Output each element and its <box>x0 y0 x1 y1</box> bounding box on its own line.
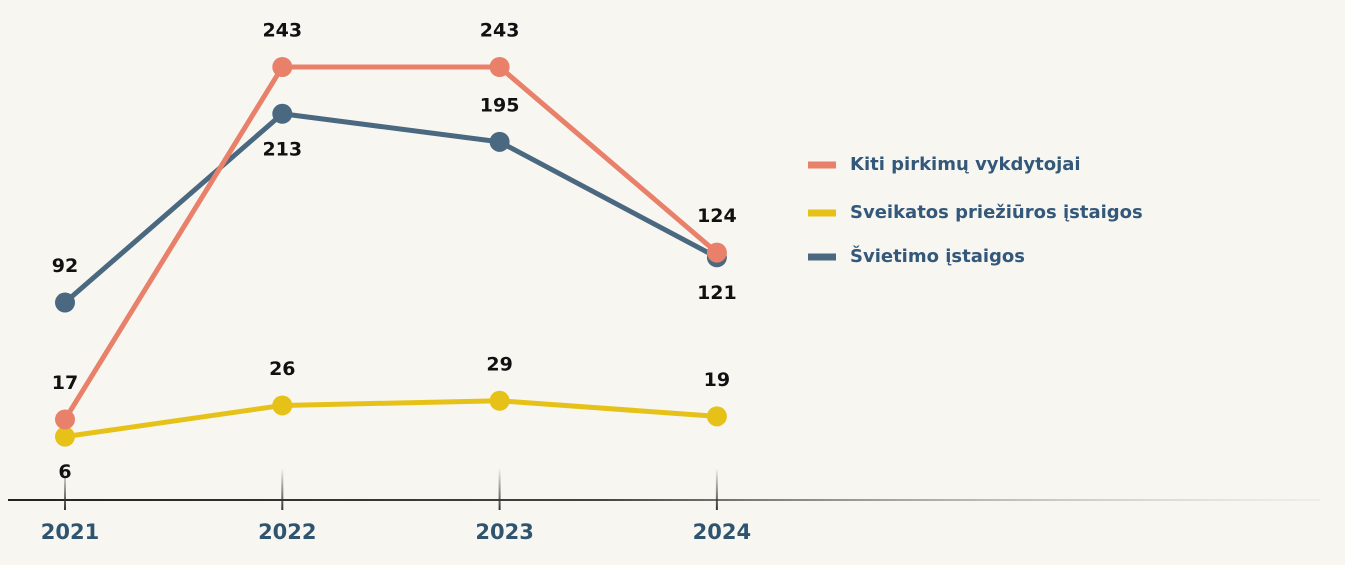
data-label: 26 <box>269 358 295 380</box>
data-label: 124 <box>697 205 737 227</box>
data-label: 121 <box>697 282 737 304</box>
data-label: 17 <box>52 372 78 394</box>
data-label: 243 <box>262 20 302 42</box>
data-label: 19 <box>704 369 730 391</box>
data-label: 92 <box>52 255 78 277</box>
x-tick-label: 2021 <box>41 520 99 544</box>
tick <box>498 468 501 510</box>
marker <box>489 57 510 77</box>
marker <box>272 395 293 416</box>
x-tick-label: 2024 <box>693 520 751 544</box>
tick <box>281 468 284 510</box>
marker <box>706 406 727 427</box>
marker <box>272 57 293 77</box>
tick <box>715 468 718 510</box>
x-tick-label: 2022 <box>258 520 316 544</box>
marker <box>55 292 75 313</box>
legend-label: Sveikatos priežiūros įstaigos <box>850 202 1143 223</box>
marker <box>55 409 75 430</box>
data-label: 243 <box>480 20 520 42</box>
legend-swatch <box>808 253 836 261</box>
marker <box>706 242 727 263</box>
data-label: 213 <box>262 138 302 160</box>
marker <box>489 390 510 411</box>
data-label: 195 <box>480 94 520 116</box>
legend-swatch <box>808 209 836 217</box>
line <box>64 398 718 440</box>
marker <box>55 426 75 447</box>
data-label: 6 <box>58 461 71 483</box>
legend-label: Švietimo įstaigos <box>850 245 1025 267</box>
line <box>62 64 719 421</box>
marker <box>272 103 293 124</box>
marker <box>489 131 510 152</box>
legend-label: Kiti pirkimų vykdytojai <box>850 154 1081 175</box>
data-label: 29 <box>486 353 512 375</box>
legend-swatch <box>808 161 836 169</box>
x-tick-label: 2023 <box>475 520 533 544</box>
tick <box>64 468 66 510</box>
x-axis <box>8 499 1320 501</box>
line <box>63 111 719 305</box>
